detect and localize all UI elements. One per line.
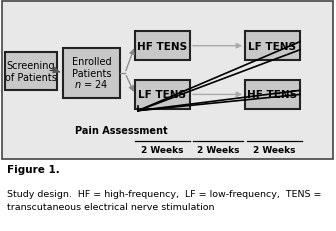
Text: Figure 1.: Figure 1.: [7, 164, 59, 174]
Text: LF TENS: LF TENS: [138, 90, 186, 100]
Bar: [245, 32, 300, 61]
Bar: [63, 49, 120, 99]
Text: 2 Weeks: 2 Weeks: [197, 146, 239, 155]
Text: 2 Weeks: 2 Weeks: [141, 146, 183, 155]
Bar: [135, 32, 190, 61]
Bar: [135, 81, 190, 109]
Text: $\it{n}$ = 24: $\it{n}$ = 24: [74, 78, 109, 90]
Text: HF TENS: HF TENS: [247, 90, 298, 100]
Text: Study design.  HF = high-frequency,  LF = low-frequency,  TENS =
transcutaneous : Study design. HF = high-frequency, LF = …: [7, 189, 321, 211]
Text: Pain Assessment: Pain Assessment: [75, 125, 168, 135]
Bar: [245, 81, 300, 109]
Bar: [5, 53, 57, 91]
Text: Screening
of Patients: Screening of Patients: [5, 61, 57, 83]
Text: 2 Weeks: 2 Weeks: [253, 146, 295, 155]
Text: Enrolled
Patients: Enrolled Patients: [72, 57, 111, 79]
Text: HF TENS: HF TENS: [137, 42, 187, 52]
Text: LF TENS: LF TENS: [249, 42, 296, 52]
